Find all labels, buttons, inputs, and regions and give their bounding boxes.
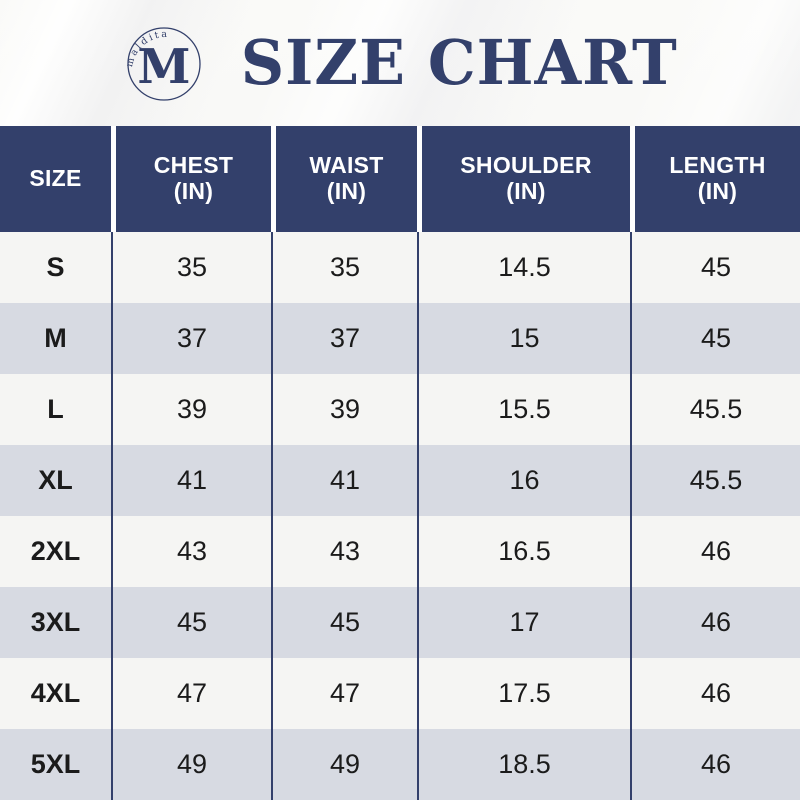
column-header-size-label: SIZE <box>29 165 82 192</box>
column-header-size: SIZE <box>0 126 111 232</box>
column-header-length-label: LENGTH <box>669 152 766 179</box>
cell-shoulder: 14.5 <box>417 232 630 303</box>
table-row: 3XL 45 45 17 46 <box>0 587 800 658</box>
table-body: S 35 35 14.5 45 M 37 37 15 45 L 39 39 15.5 45.5 XL 41 41 1… <box>0 232 800 800</box>
cell-chest: 43 <box>111 516 271 587</box>
cell-shoulder: 15.5 <box>417 374 630 445</box>
table-header-row: SIZE CHEST (IN) WAIST (IN) SHOULDER (IN)… <box>0 126 800 232</box>
cell-shoulder: 15 <box>417 303 630 374</box>
cell-chest: 45 <box>111 587 271 658</box>
cell-shoulder: 17.5 <box>417 658 630 729</box>
table-row: L 39 39 15.5 45.5 <box>0 374 800 445</box>
cell-shoulder: 16.5 <box>417 516 630 587</box>
cell-chest: 41 <box>111 445 271 516</box>
cell-waist: 47 <box>271 658 417 729</box>
cell-length: 46 <box>630 587 800 658</box>
cell-length: 45 <box>630 303 800 374</box>
cell-chest: 35 <box>111 232 271 303</box>
column-header-chest-unit: (IN) <box>173 178 214 204</box>
cell-shoulder: 17 <box>417 587 630 658</box>
column-header-shoulder-label: SHOULDER <box>460 152 592 179</box>
table-row: S 35 35 14.5 45 <box>0 232 800 303</box>
column-header-waist-unit: (IN) <box>326 178 367 204</box>
table-row: 5XL 49 49 18.5 46 <box>0 729 800 800</box>
svg-text:M: M <box>137 39 190 95</box>
cell-length: 45.5 <box>630 374 800 445</box>
cell-size: S <box>46 252 65 282</box>
cell-waist: 39 <box>271 374 417 445</box>
column-header-chest-label: CHEST <box>153 152 234 179</box>
cell-waist: 45 <box>271 587 417 658</box>
table-row: XL 41 41 16 45.5 <box>0 445 800 516</box>
cell-waist: 43 <box>271 516 417 587</box>
brand-logo: maldita M <box>116 15 212 111</box>
table-row: 2XL 43 43 16.5 46 <box>0 516 800 587</box>
column-header-shoulder: SHOULDER (IN) <box>422 126 630 232</box>
cell-chest: 39 <box>111 374 271 445</box>
cell-size: 2XL <box>30 536 81 566</box>
cell-length: 46 <box>630 658 800 729</box>
column-header-length: LENGTH (IN) <box>635 126 800 232</box>
cell-waist: 37 <box>271 303 417 374</box>
table-row: M 37 37 15 45 <box>0 303 800 374</box>
column-header-waist-label: WAIST <box>309 152 384 179</box>
column-header-waist: WAIST (IN) <box>276 126 417 232</box>
cell-size: 4XL <box>30 678 81 708</box>
cell-length: 45 <box>630 232 800 303</box>
cell-chest: 49 <box>111 729 271 800</box>
column-header-chest: CHEST (IN) <box>116 126 271 232</box>
page-header: maldita M SIZE CHART <box>0 0 800 126</box>
cell-waist: 49 <box>271 729 417 800</box>
cell-waist: 41 <box>271 445 417 516</box>
column-header-shoulder-unit: (IN) <box>506 178 546 204</box>
cell-shoulder: 18.5 <box>417 729 630 800</box>
size-chart-table: SIZE CHEST (IN) WAIST (IN) SHOULDER (IN)… <box>0 126 800 800</box>
column-header-length-unit: (IN) <box>697 178 738 204</box>
cell-size: 5XL <box>30 749 81 779</box>
table-row: 4XL 47 47 17.5 46 <box>0 658 800 729</box>
cell-length: 46 <box>630 729 800 800</box>
cell-waist: 35 <box>271 232 417 303</box>
cell-size: 3XL <box>30 607 81 637</box>
cell-size: XL <box>38 465 73 495</box>
cell-length: 46 <box>630 516 800 587</box>
cell-size: L <box>47 394 64 424</box>
cell-size: M <box>44 323 67 353</box>
cell-chest: 47 <box>111 658 271 729</box>
cell-chest: 37 <box>111 303 271 374</box>
cell-shoulder: 16 <box>417 445 630 516</box>
page-title: SIZE CHART <box>240 26 678 99</box>
cell-length: 45.5 <box>630 445 800 516</box>
